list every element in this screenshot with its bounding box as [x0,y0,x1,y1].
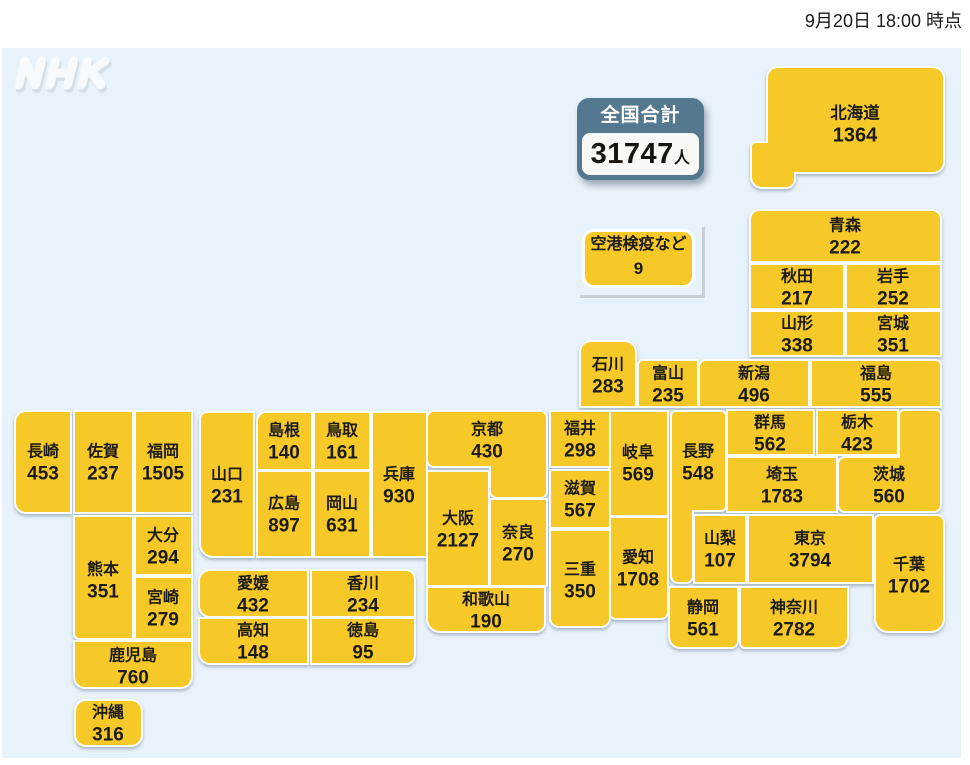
svg-text:東京: 東京 [794,529,826,548]
svg-text:561: 561 [687,620,719,641]
svg-text:岐阜: 岐阜 [622,443,654,462]
svg-text:294: 294 [147,548,179,569]
svg-text:496: 496 [738,386,770,407]
svg-text:107: 107 [704,551,736,572]
svg-text:1505: 1505 [142,464,185,485]
svg-text:島根: 島根 [268,421,300,440]
svg-text:和歌山: 和歌山 [462,590,510,609]
svg-text:235: 235 [652,386,684,407]
svg-text:兵庫: 兵庫 [383,465,415,484]
svg-text:香川: 香川 [346,575,379,593]
svg-text:279: 279 [147,610,179,631]
svg-text:石川: 石川 [591,357,624,374]
svg-text:宮城: 宮城 [877,314,909,333]
svg-text:山口: 山口 [211,466,243,484]
svg-text:千葉: 千葉 [893,555,926,574]
svg-text:234: 234 [347,596,379,617]
svg-text:鹿児島: 鹿児島 [109,646,157,665]
svg-text:茨城: 茨城 [873,465,905,484]
svg-text:三重: 三重 [564,560,596,579]
svg-text:大分: 大分 [147,526,179,545]
svg-text:161: 161 [326,443,358,464]
svg-text:岩手: 岩手 [876,267,909,286]
svg-text:555: 555 [860,386,892,407]
svg-text:長野: 長野 [682,443,714,461]
svg-text:231: 231 [211,487,243,508]
svg-text:631: 631 [326,516,358,537]
svg-text:1708: 1708 [617,570,659,591]
svg-text:鳥取: 鳥取 [326,421,358,440]
svg-text:95: 95 [352,643,374,664]
svg-text:福島: 福島 [859,364,892,383]
svg-text:569: 569 [622,465,654,486]
svg-text:140: 140 [268,443,300,464]
svg-text:神奈川: 神奈川 [770,598,818,617]
svg-text:1364: 1364 [833,125,878,147]
svg-text:2127: 2127 [437,531,479,552]
svg-text:930: 930 [383,487,415,508]
svg-text:徳島: 徳島 [346,621,379,640]
svg-text:岡山: 岡山 [326,495,358,513]
svg-text:148: 148 [237,643,269,664]
svg-text:3794: 3794 [789,551,832,572]
svg-text:298: 298 [564,441,596,462]
svg-text:滋賀: 滋賀 [564,479,596,498]
svg-text:338: 338 [781,336,813,357]
svg-text:広島: 広島 [268,494,300,513]
svg-text:埼玉: 埼玉 [766,465,798,484]
svg-text:宮崎: 宮崎 [147,588,179,607]
svg-text:高知: 高知 [237,621,269,640]
svg-text:静岡: 静岡 [687,598,719,617]
svg-text:432: 432 [237,596,269,617]
svg-text:1783: 1783 [761,487,803,508]
svg-text:長崎: 長崎 [27,442,59,461]
svg-text:愛知: 愛知 [622,548,654,567]
svg-text:237: 237 [87,464,119,485]
svg-text:大阪: 大阪 [442,509,475,528]
svg-text:351: 351 [87,582,119,603]
svg-text:222: 222 [829,238,861,259]
svg-text:548: 548 [682,464,714,485]
svg-text:897: 897 [268,516,300,537]
svg-text:567: 567 [564,501,596,522]
svg-text:283: 283 [592,377,624,398]
svg-text:栃木: 栃木 [841,413,874,432]
svg-text:2782: 2782 [773,620,815,641]
svg-text:山梨: 山梨 [704,529,737,548]
svg-text:群馬: 群馬 [754,413,786,432]
svg-text:217: 217 [781,289,813,310]
svg-text:京都: 京都 [471,420,503,439]
svg-text:福岡: 福岡 [146,442,179,461]
svg-text:562: 562 [754,435,786,456]
svg-text:350: 350 [564,582,596,603]
svg-text:430: 430 [471,442,503,463]
svg-text:北海道: 北海道 [830,103,880,123]
svg-text:熊本: 熊本 [87,560,119,579]
svg-text:190: 190 [470,612,502,633]
svg-text:山形: 山形 [781,314,813,333]
svg-text:青森: 青森 [829,216,862,235]
svg-text:316: 316 [92,725,124,746]
svg-text:760: 760 [117,668,149,689]
svg-text:沖縄: 沖縄 [92,703,124,722]
svg-text:福井: 福井 [563,419,596,438]
svg-text:奈良: 奈良 [501,523,534,542]
svg-text:270: 270 [502,545,534,566]
svg-text:新潟: 新潟 [738,364,770,383]
svg-text:愛媛: 愛媛 [237,574,270,593]
svg-text:252: 252 [877,289,909,310]
svg-text:秋田: 秋田 [781,267,813,286]
svg-text:560: 560 [873,487,905,508]
svg-text:1702: 1702 [888,577,930,598]
svg-text:423: 423 [841,435,873,456]
svg-text:453: 453 [27,464,59,485]
svg-text:富山: 富山 [652,364,684,383]
svg-text:佐賀: 佐賀 [86,442,119,461]
svg-text:351: 351 [877,336,909,357]
